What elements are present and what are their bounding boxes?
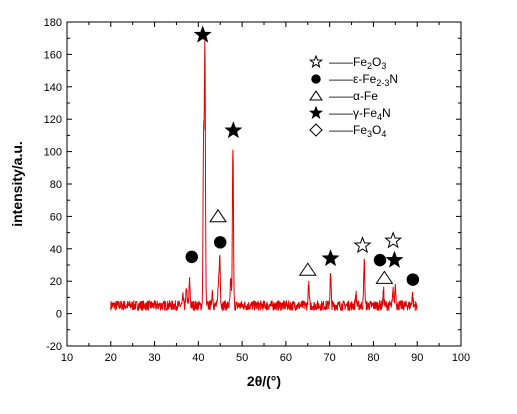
legend-entry-label: ——Fe3O4: [329, 123, 386, 139]
legend-open-triangle-icon: [309, 90, 323, 101]
y-axis-title: intensity/a.u.: [9, 141, 25, 227]
legend-filled-star-icon: [308, 105, 324, 120]
legend-entry-label: ——ε-Fe2-3N: [329, 72, 398, 88]
y-tick-label: 20: [50, 276, 62, 288]
marker-filled-circle-icon: [373, 253, 387, 267]
y-tick-label: 160: [44, 49, 62, 61]
marker-filled-star-icon: [193, 25, 212, 43]
x-tick-label: 20: [105, 352, 117, 364]
x-tick-label: 60: [280, 352, 292, 364]
marker-filled-star-icon: [224, 121, 243, 139]
x-tick-label: 50: [236, 352, 248, 364]
x-tick-label: 10: [61, 352, 73, 364]
x-tick-label: 70: [324, 352, 336, 364]
x-tick-label: 90: [411, 352, 423, 364]
marker-filled-circle-icon: [213, 236, 227, 249]
legend-entry-label: ——γ-Fe4N: [329, 106, 391, 122]
marker-filled-circle-icon: [185, 250, 199, 264]
phase-markers: [185, 25, 420, 286]
legend-open-star-icon: [308, 54, 324, 69]
legend-open-diamond-icon: [309, 123, 323, 137]
legend-entry-label: ——α-Fe: [329, 89, 378, 103]
marker-open-star-icon: [384, 231, 403, 249]
marker-open-star-icon: [353, 236, 372, 254]
legend: ——Fe2O3——ε-Fe2-3N——α-Fe ——γ-Fe4N——Fe3O4: [308, 54, 398, 139]
y-tick-label: 120: [44, 114, 62, 126]
plot-frame: [66, 21, 462, 347]
x-tick-label: 100: [452, 352, 470, 364]
legend-filled-circle-icon: [311, 74, 321, 84]
x-tick-label: 40: [192, 352, 204, 364]
y-tick-label: 100: [44, 147, 62, 159]
y-tick-label: 0: [56, 309, 62, 321]
marker-open-triangle-icon: [375, 270, 394, 284]
legend-entry-label: ——Fe2O3: [329, 55, 386, 71]
y-tick-label: 40: [50, 244, 62, 256]
y-tick-label: 180: [44, 17, 62, 29]
x-axis-title: 2θ/(°): [247, 373, 281, 389]
x-tick-label: 30: [148, 352, 160, 364]
y-tick-label: 80: [50, 179, 62, 191]
y-tick-label: 60: [50, 211, 62, 223]
marker-open-triangle-icon: [209, 208, 227, 223]
y-tick-label: -20: [46, 341, 62, 353]
x-tick-label: 80: [367, 352, 379, 364]
marker-filled-circle-icon: [406, 273, 420, 286]
xrd-pattern-line: [110, 40, 418, 311]
axis-ticks: [66, 21, 462, 347]
marker-filled-star-icon: [321, 249, 340, 267]
marker-open-triangle-icon: [298, 262, 317, 276]
y-tick-label: 140: [44, 82, 62, 94]
marker-filled-star-icon: [385, 250, 404, 268]
tick-labels: 10 20 30 40 50 60 70 80 90 100 -20 0 20 40 60 80 100 120 1…: [44, 17, 471, 364]
